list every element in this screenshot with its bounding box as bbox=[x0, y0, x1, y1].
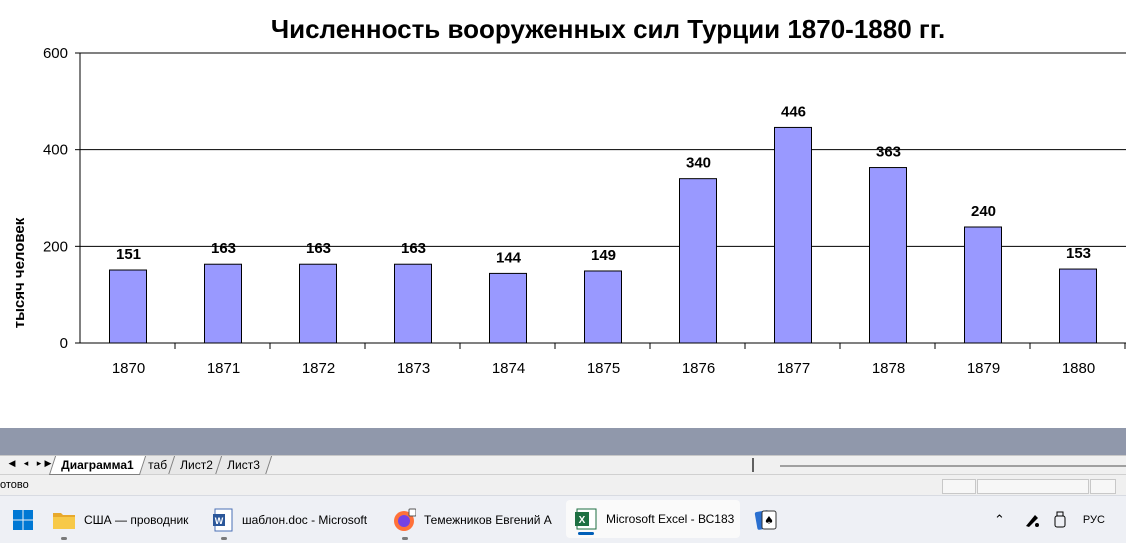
excel-icon: X bbox=[575, 508, 597, 530]
data-label-1877: 446 bbox=[781, 103, 806, 120]
bar-1880[interactable] bbox=[1059, 268, 1097, 344]
bar-1876[interactable] bbox=[679, 178, 717, 344]
svg-text:W: W bbox=[215, 516, 224, 526]
data-label-1874: 144 bbox=[496, 249, 522, 266]
x-tick-label-1879: 1879 bbox=[967, 360, 1000, 377]
y-tick-label: 0 bbox=[60, 335, 68, 352]
first-sheet-button[interactable]: ◀ bbox=[8, 458, 16, 468]
x-tick-label-1871: 1871 bbox=[207, 360, 240, 377]
prev-sheet-button[interactable]: ◂ bbox=[23, 458, 29, 468]
horizontal-scrollbar[interactable] bbox=[780, 465, 1126, 467]
bar-1874[interactable] bbox=[489, 272, 527, 344]
x-tick-label-1877: 1877 bbox=[777, 360, 810, 377]
data-label-1873: 163 bbox=[401, 240, 426, 257]
bar-1875[interactable] bbox=[584, 270, 622, 344]
x-tick-label-1874: 1874 bbox=[492, 360, 525, 377]
next-sheet-button[interactable]: ▸ bbox=[36, 458, 42, 468]
y-tick-label: 400 bbox=[43, 142, 68, 159]
x-tick-label-1880: 1880 bbox=[1062, 360, 1095, 377]
data-label-1875: 149 bbox=[591, 247, 616, 264]
taskbar-item-excel[interactable]: X Microsoft Excel - ВС1830 bbox=[566, 500, 740, 538]
x-tick-label-1870: 1870 bbox=[112, 360, 145, 377]
running-indicator bbox=[221, 537, 227, 540]
x-tick-label-1876: 1876 bbox=[682, 360, 715, 377]
tab-split-handle[interactable] bbox=[752, 458, 754, 472]
sheet-tabs: Диаграмма1 таб Лист2 Лист3 bbox=[48, 456, 273, 475]
taskbar-item-word[interactable]: W шаблон.doc - Microsoft bbox=[212, 496, 377, 543]
svg-text:♠: ♠ bbox=[764, 514, 774, 527]
taskbar-item-explorer[interactable]: США — проводник bbox=[52, 496, 202, 543]
folder-icon bbox=[53, 512, 75, 529]
pen-menu-icon[interactable] bbox=[1023, 511, 1041, 529]
status-cell bbox=[977, 479, 1089, 494]
status-cell bbox=[942, 479, 976, 494]
bar-1877[interactable] bbox=[774, 126, 812, 344]
x-tick-label-1878: 1878 bbox=[872, 360, 905, 377]
sheet-tab-bar: ◀ ◂ ▸ ▶ Диаграмма1 таб Лист2 Лист3 bbox=[0, 455, 1126, 475]
status-cell bbox=[1090, 479, 1116, 494]
y-tick-label: 600 bbox=[43, 45, 68, 62]
system-tray: ⌃ РУС bbox=[994, 496, 1105, 543]
windows-icon bbox=[13, 509, 33, 530]
bar-1871[interactable] bbox=[204, 263, 242, 344]
taskbar: США — проводник W шаблон.doc - Microsoft… bbox=[0, 495, 1126, 543]
data-label-1870: 151 bbox=[116, 246, 141, 263]
last-sheet-button[interactable]: ▶ bbox=[44, 458, 52, 468]
running-indicator bbox=[61, 537, 67, 540]
chart-area[interactable]: Численность вооруженных сил Турции 1870-… bbox=[0, 0, 1126, 428]
solitaire-icon: ♠ bbox=[754, 509, 777, 530]
y-axis-label: тысяч человек bbox=[11, 217, 28, 328]
firefox-icon bbox=[394, 508, 416, 531]
y-tick-label: 200 bbox=[43, 238, 68, 255]
sheet-tab-list3[interactable]: Лист3 bbox=[215, 456, 273, 475]
usb-device-icon[interactable] bbox=[1053, 511, 1067, 529]
bar-chart[interactable]: Численность вооруженных сил Турции 1870-… bbox=[0, 0, 1126, 428]
taskbar-item-firefox[interactable]: Темежников Евгений А bbox=[392, 496, 558, 543]
chart-title: Численность вооруженных сил Турции 1870-… bbox=[271, 14, 945, 44]
active-indicator bbox=[578, 532, 594, 535]
x-tick-label-1873: 1873 bbox=[397, 360, 430, 377]
bar-1879[interactable] bbox=[964, 226, 1002, 344]
bar-1872[interactable] bbox=[299, 263, 337, 344]
input-language-indicator[interactable]: РУС bbox=[1082, 513, 1105, 526]
svg-text:X: X bbox=[579, 515, 586, 526]
running-indicator bbox=[402, 537, 408, 540]
status-text: отово bbox=[0, 479, 29, 491]
data-label-1876: 340 bbox=[686, 155, 711, 172]
start-button[interactable] bbox=[6, 496, 40, 543]
data-label-1871: 163 bbox=[211, 240, 236, 257]
data-label-1878: 363 bbox=[876, 144, 901, 161]
status-bar: отово bbox=[0, 474, 1126, 496]
bar-1873[interactable] bbox=[394, 263, 432, 344]
data-label-1880: 153 bbox=[1066, 245, 1091, 262]
bar-1870[interactable] bbox=[109, 269, 147, 344]
bar-1878[interactable] bbox=[869, 167, 907, 344]
data-label-1872: 163 bbox=[306, 240, 331, 257]
sheet-tab-diagram1[interactable]: Диаграмма1 bbox=[48, 456, 146, 475]
show-hidden-icons-chevron-icon[interactable]: ⌃ bbox=[994, 511, 1005, 527]
x-tick-label-1872: 1872 bbox=[302, 360, 335, 377]
word-icon: W bbox=[213, 508, 233, 531]
worksheet-background bbox=[0, 428, 1126, 455]
x-tick-label-1875: 1875 bbox=[587, 360, 620, 377]
taskbar-item-solitaire[interactable]: ♠ bbox=[750, 496, 782, 543]
data-label-1879: 240 bbox=[971, 203, 996, 220]
